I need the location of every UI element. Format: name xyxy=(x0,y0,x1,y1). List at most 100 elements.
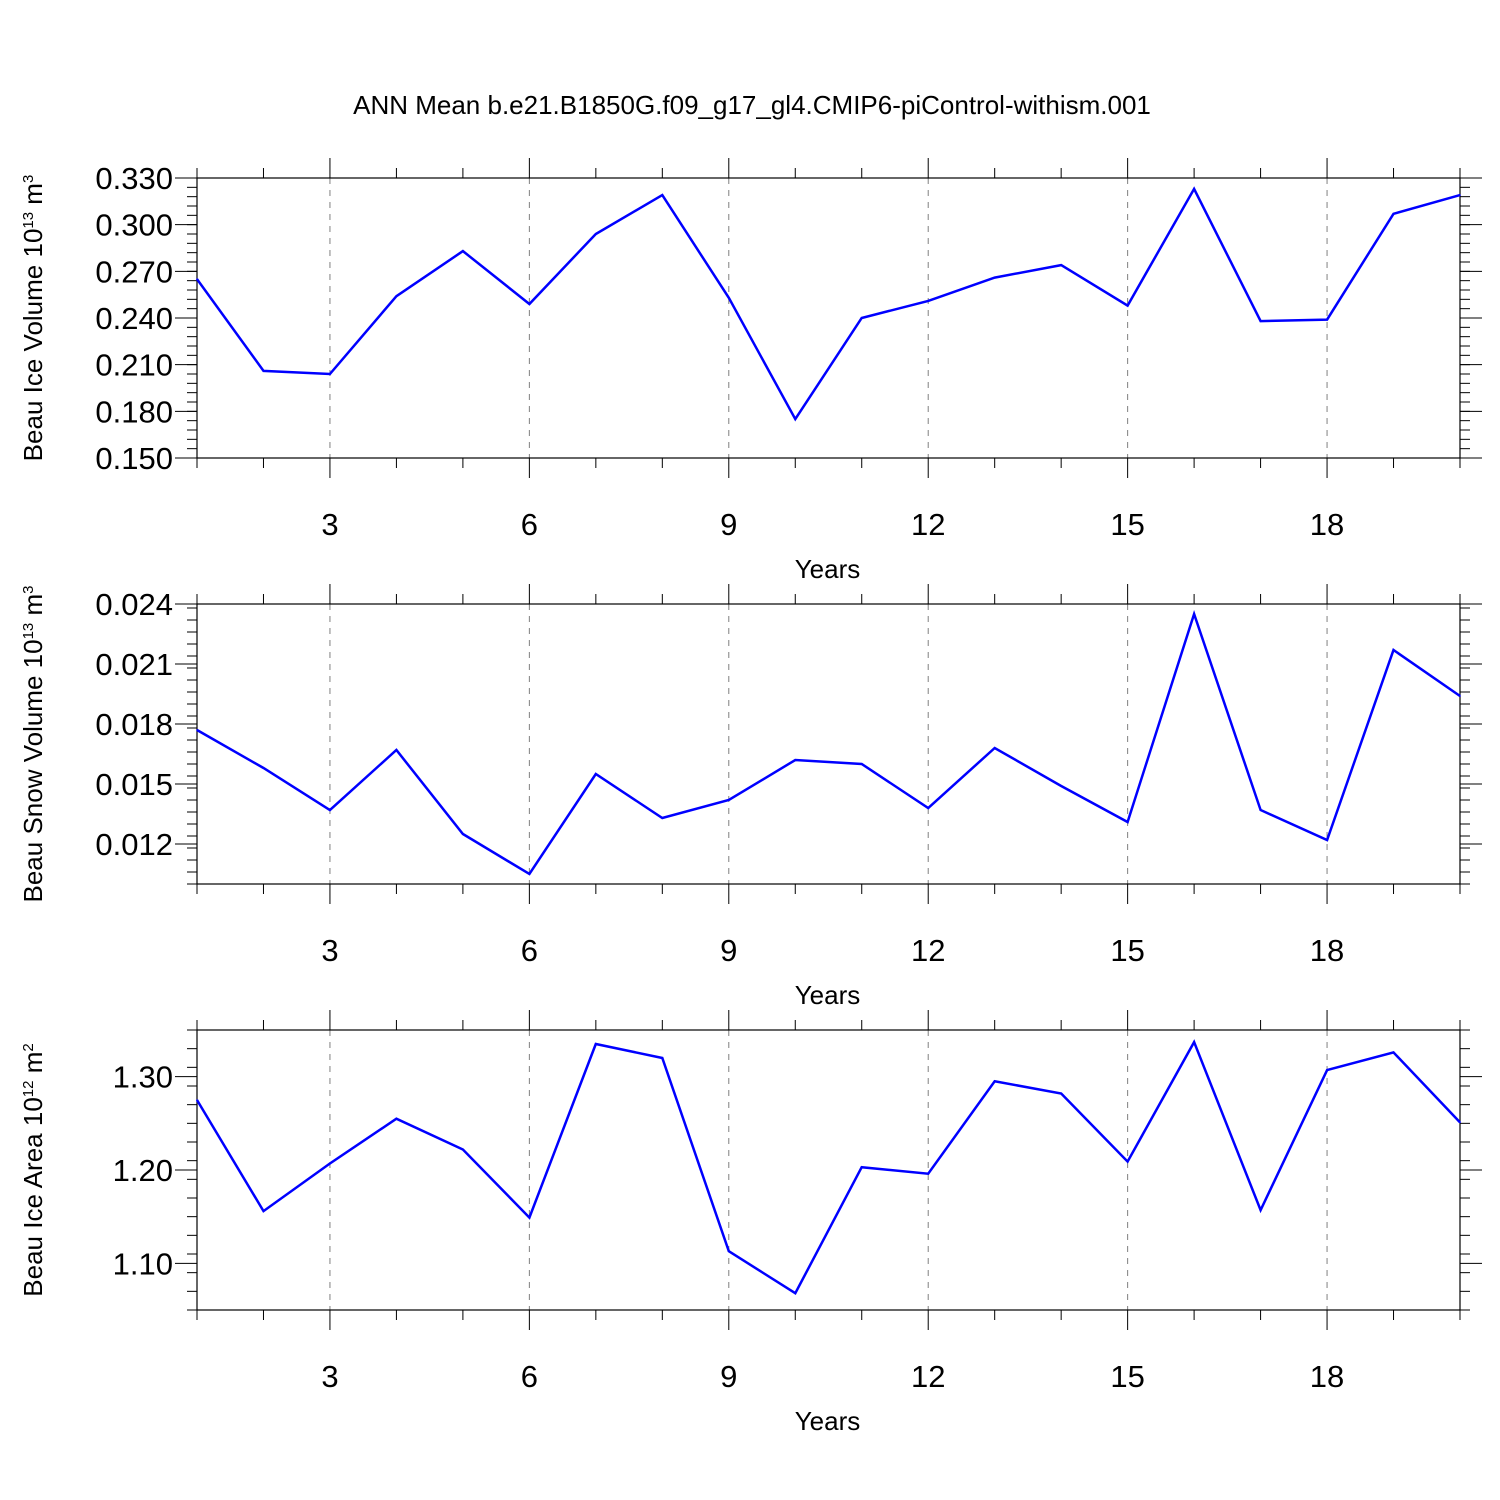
chart-panel-2: 0.012 0.015 0.018 0.021 0.024 3 6 9 12 15 18 Years B… xyxy=(18,584,1482,1010)
x-tick-label: 9 xyxy=(720,933,737,968)
x-tick-label: 3 xyxy=(321,1359,338,1394)
data-point xyxy=(1326,318,1328,321)
data-point xyxy=(860,1166,863,1168)
y-tick-label: 1.10 xyxy=(113,1246,173,1281)
data-line xyxy=(195,1039,1461,1295)
plot-frame xyxy=(196,1029,1461,1311)
x-tick-label: 15 xyxy=(1110,1359,1144,1394)
y-tick-label: 0.021 xyxy=(95,647,173,682)
x-tick-label: 12 xyxy=(911,1359,945,1394)
data-point xyxy=(395,749,398,751)
x-tick-label: 6 xyxy=(521,933,538,968)
y-axis-label: Beau Snow Volume 1013 m3 xyxy=(18,586,48,903)
data-point xyxy=(1193,1041,1195,1043)
data-point xyxy=(395,1117,398,1120)
data-point xyxy=(727,1250,730,1252)
x-tick-label: 12 xyxy=(911,507,945,542)
data-point xyxy=(1259,1209,1262,1211)
data-point xyxy=(1392,212,1395,215)
x-axis-label: Years xyxy=(795,980,861,1010)
data-point xyxy=(196,278,198,280)
data-point xyxy=(595,1043,597,1045)
data-point xyxy=(1326,839,1328,841)
y-tick-label: 0.240 xyxy=(95,301,173,336)
data-point xyxy=(927,1172,930,1175)
data-point xyxy=(794,759,797,761)
data-line xyxy=(196,610,1461,876)
data-point xyxy=(462,1148,464,1151)
y-tick-label: 0.015 xyxy=(95,767,173,802)
x-tick-label: 6 xyxy=(521,1359,538,1394)
data-point xyxy=(1126,304,1129,307)
y-tick-label: 0.012 xyxy=(95,827,173,862)
data-point xyxy=(1126,821,1129,823)
data-point xyxy=(993,1080,996,1083)
y-tick-label: 0.210 xyxy=(95,348,173,383)
data-point xyxy=(1193,188,1195,190)
data-point xyxy=(1392,1051,1395,1054)
data-point xyxy=(661,194,664,196)
y-axis-label: Beau Ice Area 1012 m2 xyxy=(18,1043,48,1296)
y-axis-label: Beau Ice Volume 1013 m3 xyxy=(18,175,48,462)
x-tick-label: 3 xyxy=(321,933,338,968)
x-tick-label: 9 xyxy=(720,507,737,542)
data-point xyxy=(262,1210,265,1212)
data-point xyxy=(860,317,863,319)
y-tick-label: 0.180 xyxy=(95,394,173,429)
data-point xyxy=(661,1057,664,1059)
data-point xyxy=(993,276,996,279)
data-point xyxy=(528,873,531,875)
data-point xyxy=(1459,1121,1461,1124)
data-point xyxy=(1060,264,1062,266)
data-point xyxy=(196,729,198,731)
figure-title: ANN Mean b.e21.B1850G.f09_g17_gl4.CMIP6-… xyxy=(353,90,1151,120)
data-point xyxy=(1326,1069,1328,1071)
plot-frame xyxy=(196,177,1461,459)
data-point xyxy=(993,747,996,749)
data-point xyxy=(1459,194,1461,196)
data-point xyxy=(1259,809,1262,811)
plot-frame xyxy=(196,603,1461,885)
data-point xyxy=(196,1099,198,1101)
chart-panel-1: 0.150 0.180 0.210 0.240 0.270 0.300 0.330 3 6 9 12… xyxy=(18,158,1482,584)
data-point xyxy=(794,1292,797,1294)
data-point xyxy=(262,767,265,769)
y-tick-label: 0.024 xyxy=(95,587,173,622)
data-point xyxy=(1060,785,1062,787)
y-tick-label: 1.30 xyxy=(113,1060,173,1095)
data-point xyxy=(661,817,664,819)
data-point xyxy=(1392,649,1395,651)
data-point xyxy=(595,233,597,235)
data-point xyxy=(395,295,398,298)
y-tick-label: 0.330 xyxy=(95,161,173,196)
x-tick-label: 15 xyxy=(1110,933,1144,968)
data-point xyxy=(262,370,265,372)
data-point xyxy=(1193,613,1195,615)
data-point xyxy=(329,373,331,375)
x-tick-label: 3 xyxy=(321,507,338,542)
y-tick-label: 0.018 xyxy=(95,707,173,742)
data-point xyxy=(528,1216,531,1219)
x-tick-label: 9 xyxy=(720,1359,737,1394)
data-point xyxy=(727,799,730,801)
data-point xyxy=(462,250,464,252)
x-tick-label: 18 xyxy=(1310,933,1344,968)
y-tick-label: 0.270 xyxy=(95,254,173,289)
data-point xyxy=(1126,1160,1129,1163)
data-point xyxy=(462,833,464,835)
data-point xyxy=(1060,1092,1062,1095)
x-tick-label: 18 xyxy=(1310,507,1344,542)
y-tick-label: 0.300 xyxy=(95,208,173,243)
data-point xyxy=(595,773,597,775)
x-tick-label: 6 xyxy=(521,507,538,542)
x-tick-label: 12 xyxy=(911,933,945,968)
x-axis-label: Years xyxy=(795,1406,861,1436)
y-tick-label: 0.150 xyxy=(95,441,173,476)
data-point xyxy=(329,809,331,811)
x-tick-label: 18 xyxy=(1310,1359,1344,1394)
y-tick-label: 1.20 xyxy=(113,1153,173,1188)
chart-panel-3: 1.10 1.20 1.30 3 6 9 12 15 18 Years Beau Ice Area … xyxy=(18,1010,1482,1436)
x-axis-label: Years xyxy=(795,554,861,584)
data-point xyxy=(528,303,531,305)
